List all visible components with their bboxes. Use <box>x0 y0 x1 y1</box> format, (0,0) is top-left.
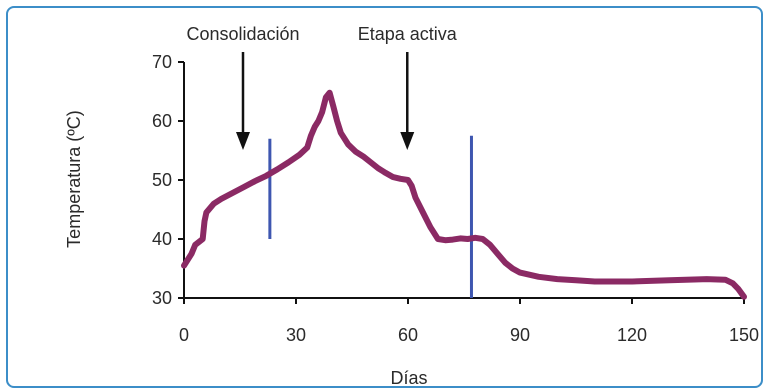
y-axis-label: Temperatura (ºC) <box>64 110 84 248</box>
temperature-line <box>181 89 747 300</box>
x-axis-label: Días <box>390 368 427 388</box>
annotation-arrow-head <box>236 132 250 150</box>
y-tick-label: 30 <box>152 288 172 308</box>
y-tick-label: 40 <box>152 229 172 249</box>
y-tick-label: 60 <box>152 111 172 131</box>
x-tick-label: 150 <box>729 325 759 345</box>
chart-frame <box>6 6 763 388</box>
x-tick-label: 120 <box>617 325 647 345</box>
x-tick-label: 90 <box>510 325 530 345</box>
stage-markers <box>268 135 473 298</box>
annotation-label: Etapa activa <box>358 24 458 44</box>
annotations: Consolidación Etapa activa <box>186 24 458 150</box>
series <box>181 89 747 300</box>
x-tick-label: 60 <box>398 325 418 345</box>
annotation-arrow-head <box>400 132 415 150</box>
annotation-label: Consolidación <box>186 24 299 44</box>
x-tick-label: 30 <box>286 325 306 345</box>
y-tick-label: 50 <box>152 170 172 190</box>
axes: 30 40 50 60 70 0 30 60 90 120 150 <box>152 52 759 345</box>
y-tick-label: 70 <box>152 52 172 72</box>
x-tick-label: 0 <box>179 325 189 345</box>
